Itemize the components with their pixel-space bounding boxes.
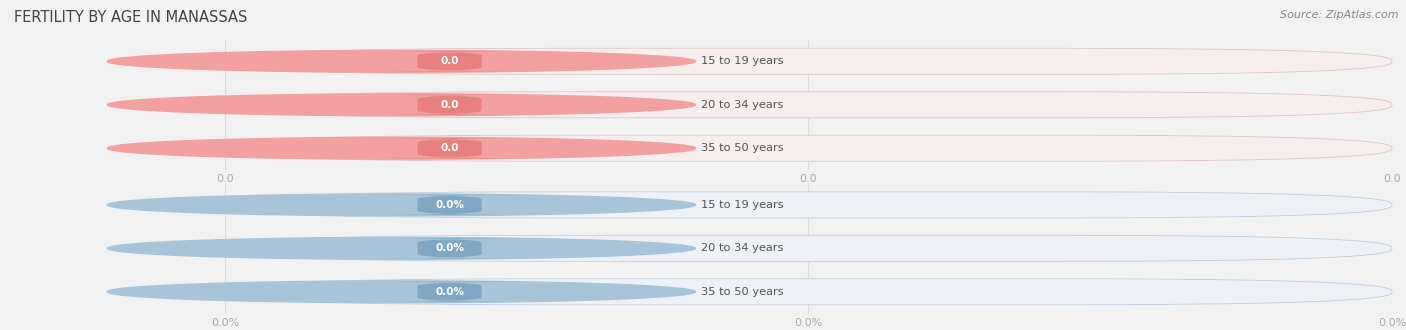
- Text: 35 to 50 years: 35 to 50 years: [702, 287, 785, 297]
- FancyBboxPatch shape: [366, 195, 534, 215]
- FancyBboxPatch shape: [366, 281, 534, 302]
- FancyBboxPatch shape: [366, 95, 534, 115]
- Circle shape: [107, 94, 696, 116]
- FancyBboxPatch shape: [225, 192, 1392, 218]
- Text: Source: ZipAtlas.com: Source: ZipAtlas.com: [1281, 10, 1399, 20]
- FancyBboxPatch shape: [366, 138, 534, 158]
- Circle shape: [107, 281, 696, 303]
- Text: 35 to 50 years: 35 to 50 years: [702, 143, 785, 153]
- FancyBboxPatch shape: [366, 238, 534, 258]
- FancyBboxPatch shape: [225, 135, 1392, 161]
- Circle shape: [107, 237, 696, 259]
- Circle shape: [107, 50, 696, 72]
- Text: 15 to 19 years: 15 to 19 years: [702, 56, 785, 66]
- Text: FERTILITY BY AGE IN MANASSAS: FERTILITY BY AGE IN MANASSAS: [14, 10, 247, 25]
- Text: 20 to 34 years: 20 to 34 years: [702, 100, 783, 110]
- FancyBboxPatch shape: [225, 235, 1392, 261]
- Text: 0.0: 0.0: [440, 100, 458, 110]
- FancyBboxPatch shape: [225, 92, 1392, 118]
- FancyBboxPatch shape: [225, 48, 1392, 74]
- FancyBboxPatch shape: [366, 51, 534, 72]
- Circle shape: [107, 137, 696, 159]
- Text: 15 to 19 years: 15 to 19 years: [702, 200, 785, 210]
- Text: 0.0%: 0.0%: [434, 243, 464, 253]
- Circle shape: [107, 194, 696, 216]
- FancyBboxPatch shape: [225, 279, 1392, 305]
- Text: 0.0: 0.0: [440, 56, 458, 66]
- Text: 20 to 34 years: 20 to 34 years: [702, 243, 783, 253]
- Text: 0.0: 0.0: [440, 143, 458, 153]
- Text: 0.0%: 0.0%: [434, 287, 464, 297]
- Text: 0.0%: 0.0%: [434, 200, 464, 210]
